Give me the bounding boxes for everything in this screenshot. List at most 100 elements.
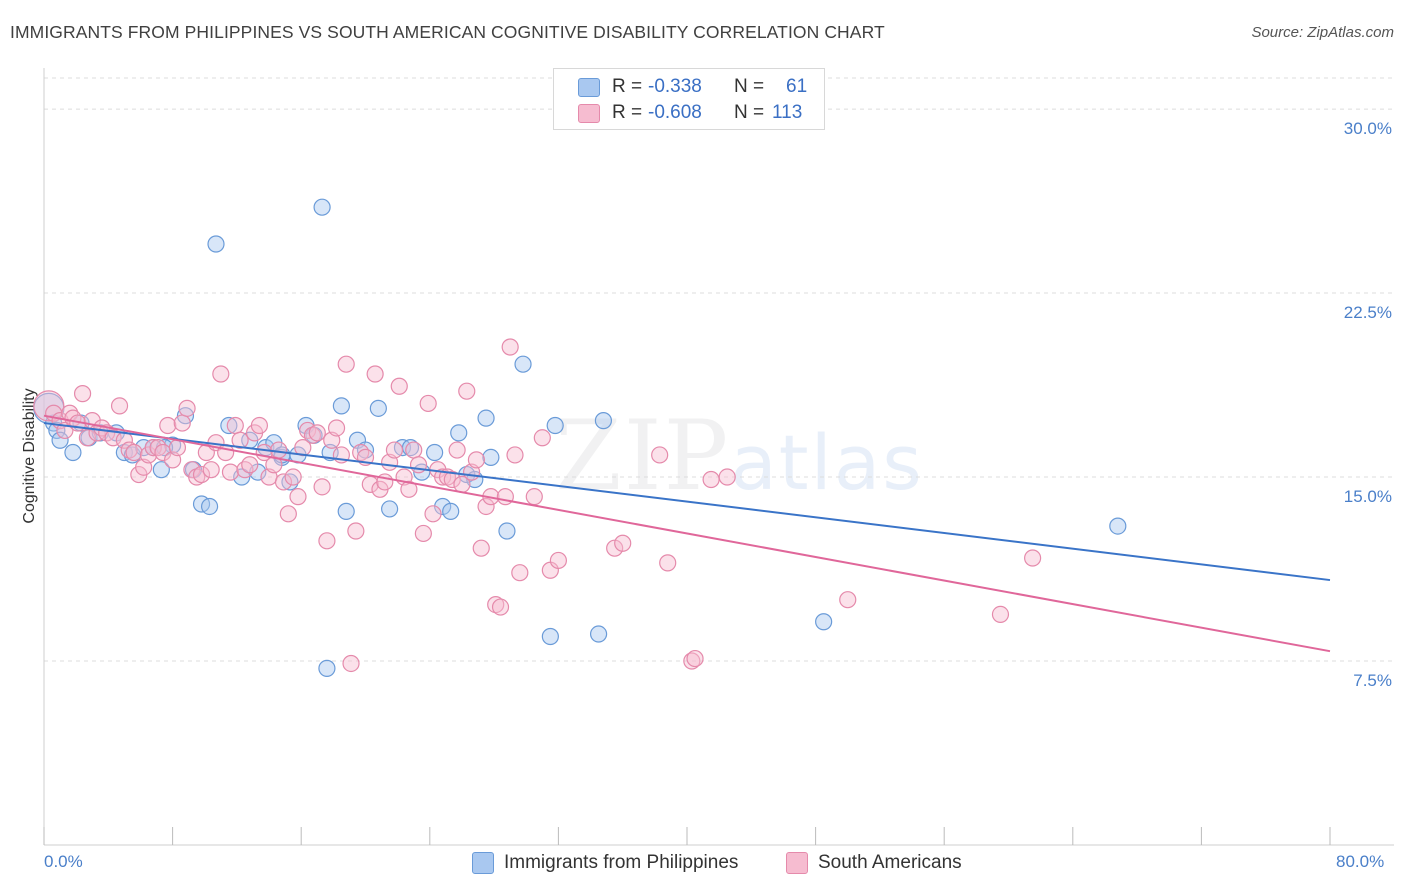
point-philippines bbox=[332, 397, 350, 415]
point-south-americans bbox=[274, 473, 293, 491]
point-philippines bbox=[426, 443, 444, 462]
r-value: -0.338 bbox=[648, 76, 702, 97]
stats-row-philippines: R = -0.338 N = 61 bbox=[578, 75, 807, 99]
point-south-americans bbox=[303, 426, 322, 444]
source-label: Source: ZipAtlas.com bbox=[1251, 24, 1394, 41]
point-philippines bbox=[589, 625, 608, 643]
point-south-americans bbox=[202, 461, 220, 479]
point-philippines bbox=[207, 235, 225, 253]
point-south-americans bbox=[231, 431, 249, 449]
point-south-americans bbox=[173, 414, 191, 432]
legend-item-philippines[interactable]: Immigrants from Philippines bbox=[472, 852, 738, 874]
point-south-americans bbox=[120, 441, 138, 459]
point-south-americans bbox=[702, 470, 720, 489]
correlation-stats-box: R = -0.338 N = 61 R = -0.608 N = 113 bbox=[553, 68, 825, 130]
point-south-americans bbox=[284, 468, 302, 486]
gridlines bbox=[44, 77, 1394, 662]
point-south-americans bbox=[279, 505, 297, 523]
point-philippines bbox=[546, 416, 564, 435]
legend-item-south-americans[interactable]: South Americans bbox=[786, 852, 962, 874]
y-tick-label: 30.0% bbox=[1343, 119, 1392, 139]
stats-row-south-americans: R = -0.608 N = 113 bbox=[578, 101, 802, 125]
point-south-americans bbox=[491, 598, 510, 616]
point-south-americans bbox=[683, 652, 701, 670]
point-south-americans bbox=[496, 488, 514, 506]
axes bbox=[43, 68, 1394, 846]
point-philippines bbox=[281, 473, 299, 491]
point-south-americans bbox=[506, 446, 524, 464]
point-south-americans bbox=[501, 338, 519, 356]
point-south-americans bbox=[1024, 549, 1042, 567]
point-south-americans bbox=[149, 438, 167, 457]
r-label: R = bbox=[612, 76, 643, 97]
point-south-americans bbox=[236, 461, 254, 479]
point-south-americans bbox=[390, 377, 408, 395]
n-label: N = bbox=[734, 102, 765, 123]
trend-line-south-americans bbox=[43, 414, 1331, 653]
point-south-americans bbox=[458, 382, 476, 400]
point-south-americans bbox=[487, 595, 505, 614]
point-south-americans bbox=[424, 505, 442, 523]
point-philippines bbox=[482, 448, 500, 467]
point-philippines bbox=[356, 441, 375, 459]
point-south-americans bbox=[549, 551, 568, 570]
point-south-americans bbox=[400, 480, 418, 498]
swatch-philippines bbox=[578, 77, 600, 97]
chart-title: IMMIGRANTS FROM PHILIPPINES VS SOUTH AME… bbox=[10, 22, 885, 42]
trend-lines bbox=[43, 414, 1331, 653]
point-south-americans bbox=[385, 441, 404, 459]
point-south-americans bbox=[366, 365, 384, 383]
x-tick-max: 80.0% bbox=[1336, 852, 1385, 871]
point-south-americans bbox=[525, 488, 543, 506]
legend-swatch-philippines bbox=[472, 852, 494, 874]
point-south-americans bbox=[606, 539, 624, 557]
point-philippines bbox=[64, 443, 82, 462]
point-philippines bbox=[594, 412, 613, 430]
point-south-americans bbox=[651, 446, 669, 464]
point-south-americans bbox=[226, 416, 244, 435]
point-philippines bbox=[318, 659, 336, 677]
point-philippines bbox=[313, 198, 331, 216]
point-south-americans bbox=[313, 478, 331, 496]
point-philippines bbox=[541, 627, 559, 646]
point-south-americans bbox=[212, 365, 230, 383]
point-south-americans bbox=[991, 605, 1010, 624]
point-south-americans bbox=[414, 524, 432, 543]
point-philippines bbox=[442, 502, 460, 520]
point-south-americans bbox=[477, 497, 495, 516]
point-philippines bbox=[1109, 517, 1127, 535]
point-south-americans bbox=[342, 654, 360, 673]
point-south-americans bbox=[659, 554, 677, 572]
point-south-americans bbox=[188, 468, 206, 486]
point-philippines bbox=[477, 409, 495, 427]
point-south-americans bbox=[144, 438, 162, 457]
point-south-americans bbox=[443, 470, 461, 489]
point-south-americans bbox=[308, 424, 326, 442]
point-philippines bbox=[152, 461, 170, 479]
point-philippines bbox=[220, 416, 238, 435]
point-philippines bbox=[381, 500, 399, 518]
point-philippines bbox=[514, 355, 532, 373]
point-south-americans bbox=[347, 522, 365, 540]
y-tick-label: 7.5% bbox=[1353, 671, 1392, 691]
point-south-americans bbox=[289, 488, 307, 506]
point-south-americans bbox=[178, 399, 196, 417]
point-south-americans bbox=[419, 394, 437, 413]
point-south-americans bbox=[337, 355, 355, 373]
point-south-americans bbox=[839, 591, 857, 609]
point-philippines bbox=[337, 502, 355, 520]
point-south-americans bbox=[159, 416, 177, 435]
point-south-americans bbox=[110, 397, 129, 415]
n-value: 113 bbox=[772, 102, 803, 123]
point-philippines bbox=[369, 399, 387, 417]
point-south-americans bbox=[448, 441, 466, 459]
zipatlas-watermark: ZIPatlas bbox=[555, 400, 924, 512]
legend-swatch-south-americans bbox=[786, 852, 808, 874]
point-south-americans bbox=[241, 456, 259, 474]
x-tick-min: 0.0% bbox=[44, 852, 83, 871]
point-south-americans bbox=[352, 443, 370, 462]
point-south-americans bbox=[78, 429, 97, 447]
point-south-americans bbox=[250, 416, 269, 435]
point-philippines bbox=[815, 613, 833, 631]
y-tick-label: 15.0% bbox=[1343, 487, 1392, 507]
